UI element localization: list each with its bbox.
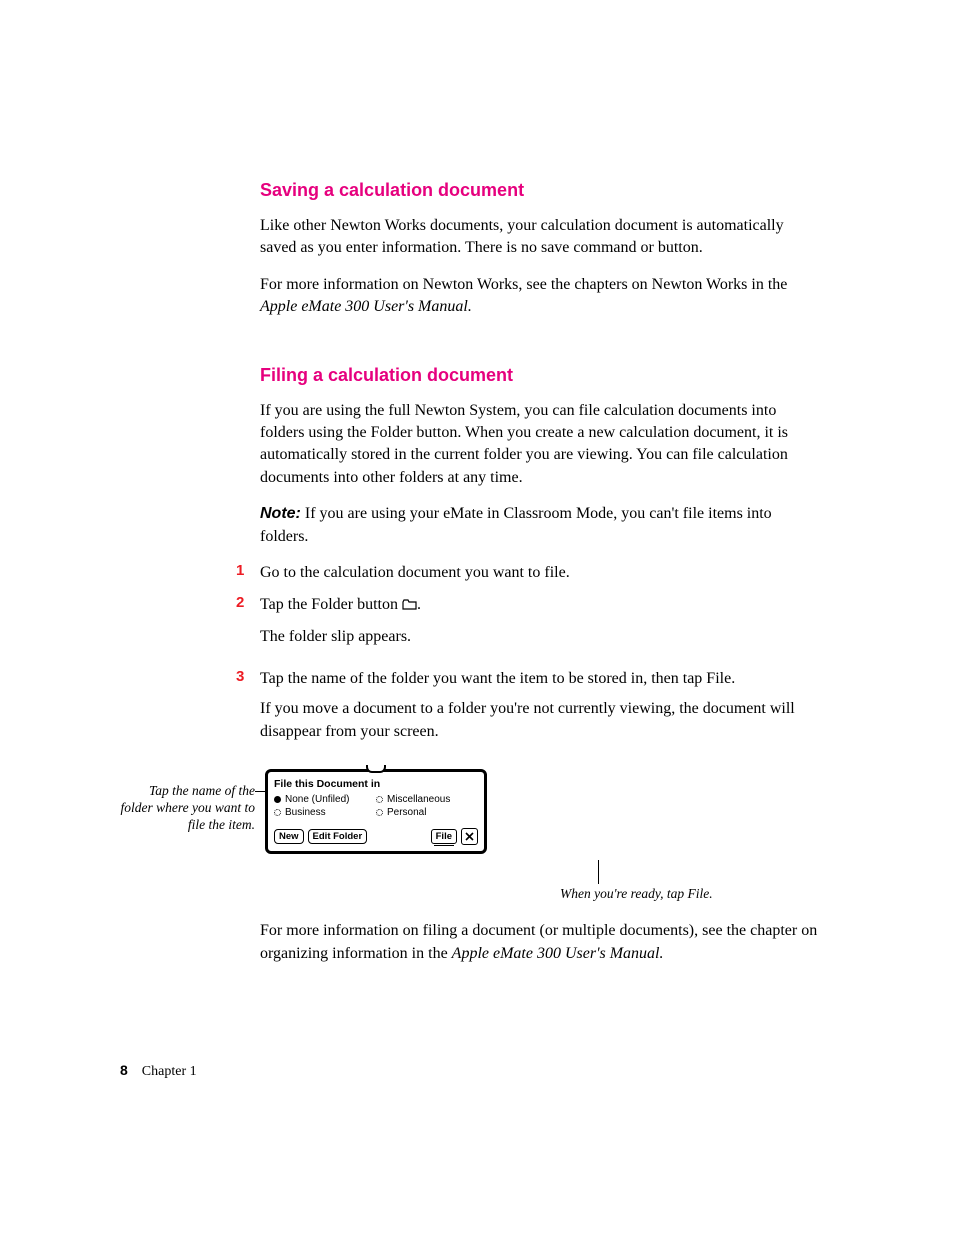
radio-option-none[interactable]: None (Unfiled) [274, 794, 376, 805]
edit-folder-button[interactable]: Edit Folder [308, 829, 368, 844]
radio-empty-icon [376, 809, 383, 816]
step-number: 3 [236, 668, 260, 753]
step-body: Tap the name of the folder you want the … [260, 668, 820, 753]
heading-filing: Filing a calculation document [260, 365, 820, 386]
step-text: Tap the name of the folder you want the … [260, 670, 735, 687]
new-button[interactable]: New [274, 829, 304, 844]
step-item: 1 Go to the calculation document you wan… [236, 562, 820, 584]
leader-line [255, 791, 265, 792]
radio-filled-icon [274, 796, 281, 803]
radio-label: Personal [387, 807, 426, 818]
leader-down-wrap [423, 860, 820, 884]
note-text: If you are using your eMate in Classroom… [260, 505, 772, 544]
caption-left: Tap the name of the folder where you wan… [120, 769, 255, 834]
note-para: Note: If you are using your eMate in Cla… [260, 503, 820, 548]
file-button[interactable]: File [431, 829, 457, 844]
page-number: 8 [120, 1062, 128, 1078]
body-para: If you are using the full Newton System,… [260, 400, 820, 490]
body-para: For more information on Newton Works, se… [260, 274, 820, 319]
step-item: 2 Tap the Folder button . The folder sli… [236, 594, 820, 658]
folder-icon [402, 595, 417, 617]
radio-label: Miscellaneous [387, 794, 450, 805]
page-footer: 8 Chapter 1 [120, 1062, 197, 1080]
caption-bottom: When you're ready, tap File. [560, 886, 820, 902]
chapter-label: Chapter 1 [142, 1064, 197, 1079]
step-number: 2 [236, 594, 260, 658]
step-after: If you move a document to a folder you'r… [260, 698, 820, 743]
note-label: Note: [260, 505, 301, 522]
slip-title: File this Document in [274, 778, 478, 790]
step-number: 1 [236, 562, 260, 584]
body-text: For more information on Newton Works, se… [260, 276, 787, 293]
heading-saving: Saving a calculation document [260, 180, 820, 201]
close-button[interactable] [461, 828, 478, 845]
step-after: The folder slip appears. [260, 626, 820, 648]
radio-option-personal[interactable]: Personal [376, 807, 478, 818]
radio-option-misc[interactable]: Miscellaneous [376, 794, 478, 805]
radio-label: Business [285, 807, 326, 818]
step-body: Tap the Folder button . The folder slip … [260, 594, 820, 658]
manual-title: Apple eMate 300 User's Manual. [260, 298, 472, 315]
radio-label: None (Unfiled) [285, 794, 349, 805]
close-icon [465, 832, 474, 841]
body-para: Like other Newton Works documents, your … [260, 215, 820, 260]
step-item: 3 Tap the name of the folder you want th… [236, 668, 820, 753]
leader-line [598, 860, 599, 884]
step-text: Tap the Folder button [260, 596, 402, 613]
figure-folder-slip: Tap the name of the folder where you wan… [120, 769, 820, 854]
step-body: Go to the calculation document you want … [260, 562, 820, 584]
radio-empty-icon [274, 809, 281, 816]
step-text: . [417, 596, 421, 613]
body-para: For more information on filing a documen… [260, 920, 820, 965]
manual-title: Apple eMate 300 User's Manual. [452, 945, 664, 962]
radio-empty-icon [376, 796, 383, 803]
radio-option-business[interactable]: Business [274, 807, 376, 818]
folder-slip-dialog: File this Document in None (Unfiled) Bus… [265, 769, 487, 854]
